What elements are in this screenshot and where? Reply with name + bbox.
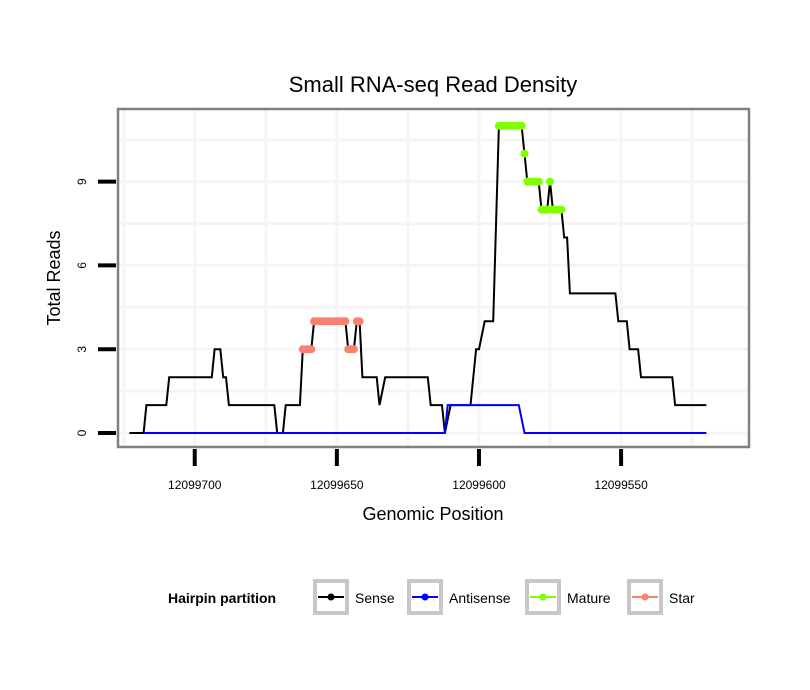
star-point <box>341 317 350 326</box>
panel-border <box>116 107 751 449</box>
panel-background <box>118 109 749 447</box>
legend-key-point <box>641 593 649 601</box>
legend-label: Star <box>669 590 695 606</box>
x-axis-title: Genomic Position <box>362 504 503 524</box>
legend-item-star: Star <box>627 579 695 615</box>
gridlines <box>118 109 749 447</box>
mature-point <box>517 121 526 130</box>
y-axis-title: Total Reads <box>44 230 64 325</box>
chart-title: Small RNA-seq Read Density <box>289 72 578 97</box>
legend: Hairpin partition Sense Antisense Mature St… <box>168 579 695 615</box>
star-point <box>349 345 358 354</box>
star-point <box>355 317 364 326</box>
legend-key-point <box>421 593 429 601</box>
y-axis: 0 3 6 9 <box>75 178 116 436</box>
antisense-series-line <box>143 404 707 434</box>
legend-label: Sense <box>355 590 395 606</box>
legend-label: Mature <box>567 590 611 606</box>
mature-point <box>543 205 552 214</box>
x-tick-label: 12099600 <box>452 478 506 492</box>
x-axis: 12099700 12099650 12099600 12099550 <box>168 449 648 492</box>
mature-point <box>546 177 554 186</box>
series-layer <box>129 121 707 434</box>
legend-item-sense: Sense <box>313 579 395 615</box>
plot-panel <box>116 107 751 449</box>
y-tick-label: 6 <box>75 262 89 269</box>
mature-point <box>557 205 566 214</box>
legend-item-mature: Mature <box>525 579 611 615</box>
legend-key-point <box>539 593 547 601</box>
x-tick-label: 12099650 <box>310 478 364 492</box>
x-tick-label: 12099700 <box>168 478 222 492</box>
x-tick-label: 12099550 <box>594 478 648 492</box>
legend-item-antisense: Antisense <box>407 579 511 615</box>
legend-key-point <box>327 593 335 601</box>
y-tick-label: 9 <box>75 178 89 185</box>
mature-point <box>534 177 543 186</box>
y-tick-label: 0 <box>75 429 89 436</box>
y-tick-label: 3 <box>75 346 89 353</box>
legend-title: Hairpin partition <box>168 590 276 606</box>
sense-series-line <box>129 124 707 434</box>
mature-point <box>520 149 529 158</box>
legend-label: Antisense <box>449 590 511 606</box>
star-point <box>307 345 316 354</box>
